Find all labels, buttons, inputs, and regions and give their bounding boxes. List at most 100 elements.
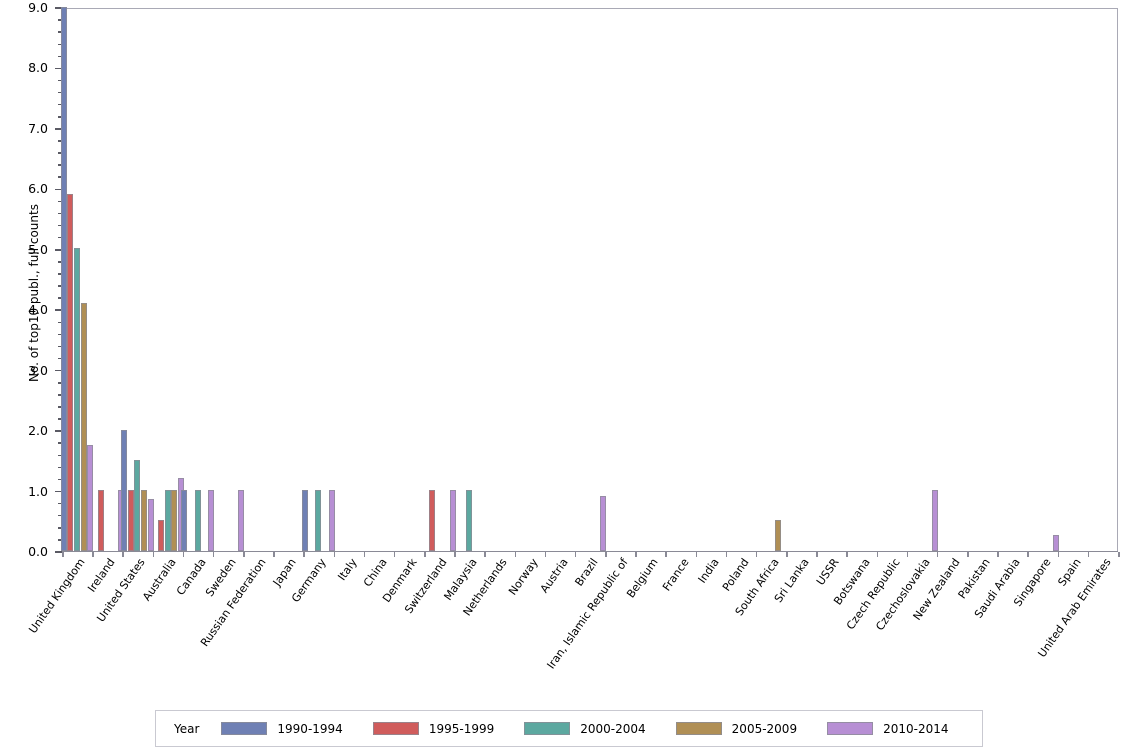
y-tick-label: 2.0 <box>28 423 48 439</box>
y-tick-minor <box>58 116 62 118</box>
x-tick <box>212 552 215 557</box>
bar <box>774 520 781 551</box>
bar <box>74 248 81 551</box>
bar-group <box>574 7 607 551</box>
y-tick-minor <box>58 152 62 154</box>
bar-group <box>1026 7 1059 551</box>
legend-item[interactable]: 2000-2004 <box>524 721 646 736</box>
bar <box>194 490 201 551</box>
x-tick <box>695 552 698 557</box>
y-tick-minor <box>58 454 62 457</box>
legend-label: 2010-2014 <box>883 721 949 736</box>
x-tick <box>1087 552 1090 557</box>
legend-swatch <box>372 722 419 735</box>
bar <box>181 490 188 551</box>
y-tick-minor <box>58 273 62 275</box>
bar-group <box>1087 7 1120 551</box>
x-tick <box>936 552 939 557</box>
y-tick-minor <box>58 224 62 227</box>
bar-group <box>905 7 939 551</box>
plot-frame <box>62 8 1118 552</box>
x-axis-labels: United Kingdom Ireland United States Austra… <box>26 556 1118 706</box>
y-tick-minor <box>58 321 62 324</box>
bar-group <box>724 7 757 551</box>
legend-label: 1990-1994 <box>277 721 343 736</box>
y-tick-major <box>55 309 62 311</box>
bar-group <box>121 7 154 551</box>
legend-label: 2000-2004 <box>580 721 646 736</box>
legend-swatch <box>221 722 268 735</box>
y-tick-minor <box>58 212 62 215</box>
bar <box>67 193 74 551</box>
bar-group <box>423 7 456 551</box>
x-tick <box>243 552 245 557</box>
bar <box>429 490 436 551</box>
x-tick <box>574 552 577 557</box>
bar-group <box>453 7 486 551</box>
y-tick-label: 4.0 <box>28 302 48 318</box>
y-tick-minor <box>58 79 62 82</box>
x-tick <box>484 552 486 557</box>
x-tick <box>635 552 637 557</box>
y-tick-minor <box>58 333 62 336</box>
x-tick-label-text: Italy <box>334 556 360 584</box>
legend-items: 1990-1994 1995-1999 2000-2004 2005-2009 2010… <box>221 722 978 736</box>
legend-label: 1995-1999 <box>428 721 495 736</box>
x-tick-label-text: United Kingdom <box>26 556 88 636</box>
bar <box>157 520 164 551</box>
legend-swatch <box>524 722 571 735</box>
y-tick-label: 3.0 <box>28 362 48 378</box>
bar <box>147 499 154 551</box>
bar-group <box>272 7 305 551</box>
bar-group <box>755 7 788 551</box>
legend-item[interactable]: 1990-1994 <box>221 721 343 736</box>
bar <box>127 490 134 551</box>
y-tick-minor <box>58 176 62 178</box>
y-tick-minor <box>58 164 62 166</box>
legend-item[interactable]: 1995-1999 <box>372 721 495 736</box>
y-tick-major <box>55 67 62 70</box>
y-tick-label: 5.0 <box>28 241 48 257</box>
x-tick <box>906 552 909 557</box>
x-tick <box>182 552 185 557</box>
bar-group <box>604 7 637 551</box>
y-tick-label: 8.0 <box>28 60 48 76</box>
x-tick <box>424 552 426 557</box>
bar <box>208 490 215 551</box>
x-tick <box>665 552 667 557</box>
y-tick-minor <box>58 91 62 94</box>
y-tick-minor <box>58 502 62 505</box>
bar <box>449 490 456 551</box>
y-tick-minor <box>58 19 62 21</box>
y-tick-label: 9.0 <box>28 0 48 15</box>
y-tick-label: 6.0 <box>28 181 48 197</box>
legend-label: 2005-2009 <box>731 721 798 736</box>
y-tick-minor <box>58 297 62 299</box>
x-tick-label-text: Spain <box>1055 556 1084 589</box>
bar <box>121 429 128 551</box>
y-tick-minor <box>58 406 62 408</box>
x-tick <box>393 552 396 557</box>
x-tick <box>1027 552 1029 557</box>
bar <box>60 6 67 551</box>
y-tick-minor <box>58 418 62 420</box>
x-tick <box>333 552 336 557</box>
legend-item[interactable]: 2005-2009 <box>675 721 798 736</box>
y-tick-major <box>55 188 62 191</box>
bar <box>80 302 87 551</box>
y-tick-label: 7.0 <box>28 120 48 136</box>
x-tick-label-text: USSR <box>814 556 843 588</box>
y-tick-minor <box>58 382 62 384</box>
bar <box>932 490 939 551</box>
x-tick-label-text: Poland <box>719 556 752 594</box>
x-tick <box>122 552 124 557</box>
legend-title: Year <box>174 721 200 736</box>
bar <box>466 490 473 551</box>
legend-item[interactable]: 2010-2014 <box>827 721 949 736</box>
x-tick-label-text: Brazil <box>572 556 601 589</box>
y-tick-minor <box>58 345 62 348</box>
x-tick <box>605 552 607 557</box>
x-tick <box>514 552 517 557</box>
x-tick-label-text: India <box>695 556 722 586</box>
x-tick <box>725 552 728 557</box>
